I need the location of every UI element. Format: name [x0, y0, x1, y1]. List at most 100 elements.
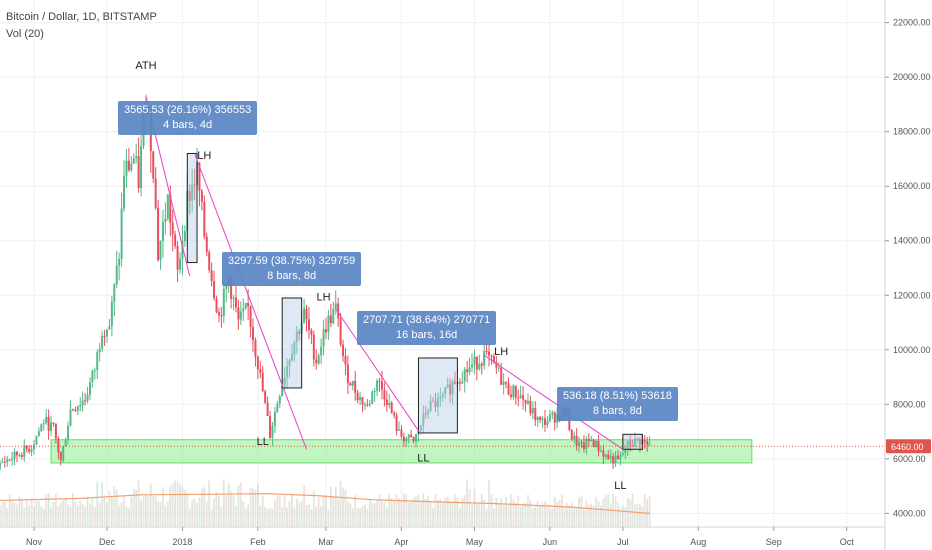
measure-box[interactable] [622, 433, 643, 450]
volume-bar [400, 501, 403, 527]
volume-ma-line [0, 493, 650, 514]
volume-bar [325, 496, 327, 527]
volume-bar [72, 493, 74, 527]
volume-bar [25, 501, 28, 527]
candle-body [612, 456, 615, 464]
candle-body [135, 156, 138, 159]
candle-body [354, 380, 357, 393]
candle-body [320, 346, 323, 356]
candle-body [636, 438, 639, 440]
volume-bar [222, 479, 225, 527]
candle-body [376, 380, 379, 391]
candle-body [599, 450, 602, 452]
volume-bar [152, 495, 155, 527]
volume-bar [96, 481, 99, 527]
candle-body [76, 406, 79, 411]
volume-bar [166, 501, 169, 527]
measure-box[interactable] [186, 152, 198, 264]
volume-bar [548, 508, 551, 527]
volume-bar [86, 496, 89, 527]
candle-body [483, 350, 486, 366]
candle-body [239, 311, 242, 320]
volume-bar [371, 502, 374, 527]
candle-body [176, 245, 179, 270]
volume-bar [55, 493, 57, 527]
volume-bar [23, 508, 26, 527]
candle-body [205, 236, 208, 253]
volume-bar [215, 491, 218, 527]
volume-bar [563, 507, 566, 527]
candle-body [536, 417, 539, 420]
volume-bar [183, 490, 186, 527]
volume-bar [327, 509, 330, 527]
candle-body [412, 437, 415, 442]
volume-indicator-title[interactable]: Vol (20) [6, 28, 44, 40]
candle-body [359, 397, 362, 401]
candle-body [446, 384, 449, 388]
trend-line[interactable] [483, 354, 624, 450]
trend-line[interactable] [194, 153, 308, 450]
measure-label-line2: 4 bars, 4d [163, 119, 213, 131]
volume-bar [444, 497, 447, 527]
volume-bar [291, 494, 293, 527]
volume-bar [461, 498, 464, 527]
volume-bar [269, 507, 271, 527]
candle-body [415, 434, 418, 442]
volume-bar [458, 507, 461, 527]
candle-body [183, 230, 186, 242]
measure-label[interactable]: 2707.71 (38.64%) 270771 16 bars, 16d [357, 311, 497, 345]
candle-body [449, 384, 452, 395]
measure-label[interactable]: 3297.59 (38.75%) 329759 8 bars, 8d [222, 252, 362, 286]
candle-body [570, 429, 573, 440]
candle-body [37, 431, 40, 437]
volume-bar [266, 508, 269, 527]
last-price-tag[interactable] [886, 439, 931, 454]
candle-body [222, 288, 225, 316]
candle-body [96, 351, 99, 371]
volume-bar [264, 506, 267, 527]
trend-line[interactable] [335, 308, 422, 435]
volume-bar [473, 488, 476, 527]
candle-body [388, 402, 391, 406]
price-axis-label: 12000.00 [893, 290, 931, 300]
volume-bar [592, 505, 595, 527]
candle-body [33, 444, 35, 450]
measure-label[interactable]: 536.18 (8.51%) 53618 8 bars, 8d [557, 387, 678, 421]
candle-body [390, 402, 393, 413]
volume-bar [407, 502, 410, 527]
volume-bar [186, 492, 189, 527]
price-axis-label: 14000.00 [893, 236, 931, 246]
volume-bar [385, 507, 388, 527]
candle-body [529, 400, 532, 414]
candle-body [548, 414, 551, 422]
candle-body [264, 391, 267, 403]
volume-bar [198, 497, 201, 527]
symbol-title[interactable]: Bitcoin / Dollar, 1D, BITSTAMP [6, 11, 157, 23]
candle-body [434, 401, 437, 408]
candle-body [261, 372, 264, 392]
volume-bar [123, 495, 125, 527]
volume-bar [201, 488, 203, 527]
time-axis-label: Sep [766, 537, 782, 547]
candle-body [578, 442, 581, 446]
volume-bar [405, 494, 408, 527]
volume-bar [575, 507, 578, 527]
measure-box[interactable] [417, 357, 458, 434]
candle-body [368, 403, 371, 405]
candle-body [325, 329, 327, 333]
volume-bar [500, 498, 503, 527]
candle-body [30, 449, 33, 452]
volume-bar [424, 498, 427, 527]
candle-body [140, 146, 143, 188]
candle-body [281, 385, 284, 397]
measure-box[interactable] [281, 297, 303, 389]
candle-body [385, 399, 388, 406]
measure-label-line1: 3565.53 (26.16%) 356553 [124, 104, 252, 116]
measure-label[interactable]: 3565.53 (26.16%) 356553 4 bars, 4d [118, 101, 258, 135]
volume-bar [349, 503, 352, 527]
volume-bar [259, 505, 262, 527]
candle-body [638, 439, 641, 445]
volume-bar [120, 502, 123, 527]
